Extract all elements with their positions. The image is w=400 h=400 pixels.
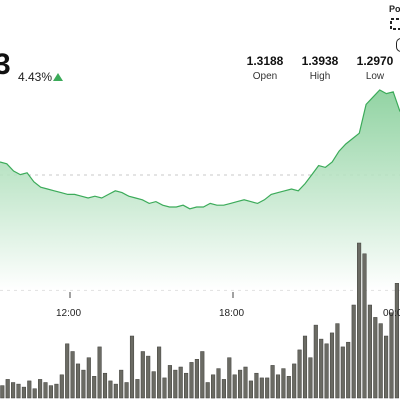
volume-bar (221, 379, 226, 399)
volume-bar (146, 355, 151, 399)
change-percent: 4.43% (18, 70, 53, 84)
stat-open: 1.3188 Open (240, 54, 290, 82)
volume-bar (389, 312, 394, 399)
volume-bar (54, 383, 59, 399)
volume-bar (200, 351, 205, 399)
volume-bar (265, 377, 270, 399)
x-tick-label: 18:00 (219, 308, 244, 319)
volume-bar (65, 343, 70, 399)
volume-bar (308, 357, 313, 399)
current-price: 3 (0, 48, 11, 81)
volume-bar (248, 380, 253, 399)
volume-bar (189, 362, 194, 399)
volume-bar (27, 380, 32, 399)
stat-value: 1.3938 (301, 54, 339, 68)
volume-bar (194, 359, 199, 399)
volume-bar (292, 363, 297, 399)
volume-bar (184, 372, 189, 399)
volume-bar (319, 338, 324, 399)
volume-bar (97, 346, 102, 399)
price-line (0, 89, 400, 210)
volume-bar (81, 369, 86, 399)
volume-bar (75, 363, 81, 399)
volume-bar (59, 374, 64, 399)
volume-bar (270, 365, 275, 399)
volume-bar (340, 346, 345, 399)
volume-bar (108, 380, 113, 399)
volume-bar (151, 371, 156, 399)
x-tick-label: 12:00 (56, 308, 81, 319)
volume-bar (70, 351, 75, 399)
brand-logo-icon[interactable] (390, 18, 400, 30)
volume-bar (162, 377, 167, 399)
volume-bar (205, 382, 210, 399)
volume-bar (232, 374, 237, 399)
volume-bar (238, 369, 243, 399)
volume-bar (124, 382, 129, 399)
volume-bar (329, 332, 335, 399)
volume-bar (48, 385, 53, 399)
volume-bar (281, 368, 286, 399)
volume-bar (324, 343, 329, 399)
volume-bar (11, 382, 16, 399)
stat-value: 1.3188 (246, 54, 284, 68)
volume-bar (378, 323, 383, 399)
volume-bar (178, 366, 183, 399)
volume-bar (335, 323, 340, 399)
volume-bar (216, 368, 221, 399)
stat-label: Open (252, 71, 278, 82)
brand-logo-icon (396, 38, 400, 52)
volume-bar (286, 376, 291, 399)
volume-bar (173, 369, 178, 399)
volume-bar (384, 335, 389, 399)
volume-bar (227, 357, 232, 399)
volume-bar (140, 351, 145, 399)
volume-bar (211, 374, 216, 399)
volume-bar (5, 379, 10, 399)
volume-bar (313, 324, 318, 399)
volume-bar (346, 341, 351, 399)
stat-value: 1.2970 (356, 54, 394, 68)
volume-bar (243, 366, 248, 399)
volume-bar (254, 372, 259, 399)
stat-high: 1.3938 High (295, 54, 345, 82)
up-triangle-icon (53, 73, 63, 81)
volume-bar (351, 304, 356, 399)
volume-bar (0, 385, 5, 399)
volume-bar (362, 253, 367, 399)
volume-bar (367, 304, 372, 399)
volume-bar (102, 372, 108, 399)
volume-bar (92, 376, 97, 399)
volume-bar (275, 374, 281, 399)
stat-low: 1.2970 Low (350, 54, 400, 82)
volume-bar (167, 365, 172, 399)
volume-bar (21, 386, 26, 399)
volume-bar (32, 388, 37, 399)
volume-bar (38, 379, 43, 399)
price-area (0, 89, 400, 290)
stat-label: Low (365, 71, 385, 82)
powered-by-text: Po (389, 4, 400, 14)
volume-bar (373, 317, 378, 399)
stat-label: High (309, 71, 331, 82)
volume-bar (16, 383, 21, 399)
volume-bar (135, 379, 140, 399)
x-axis: 12:00 18:00 00:0 (56, 308, 400, 319)
x-tick-label: 00:0 (383, 308, 400, 319)
volume-bar (86, 357, 91, 399)
volume-bar (394, 283, 399, 399)
volume-bar (157, 346, 162, 399)
volume-bar (302, 335, 308, 399)
volume-bars (0, 242, 399, 399)
volume-bar (43, 382, 48, 399)
volume-bar (113, 383, 118, 399)
volume-bar (129, 335, 135, 399)
volume-bar (357, 242, 362, 399)
volume-bar (259, 377, 264, 399)
price-area-fill (0, 90, 400, 290)
volume-bar (119, 369, 124, 399)
volume-bar (297, 349, 302, 399)
